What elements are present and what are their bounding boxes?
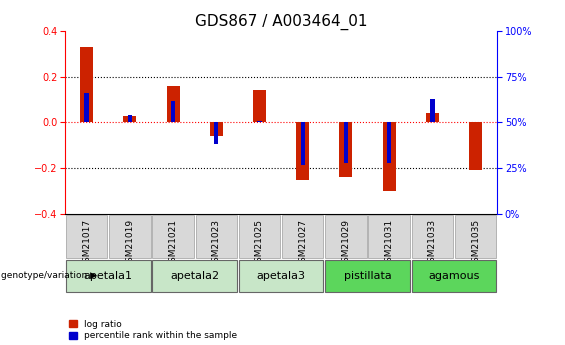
- Bar: [426, 113, 439, 122]
- Bar: [430, 99, 434, 122]
- Bar: [214, 122, 219, 145]
- Text: GSM21021: GSM21021: [168, 219, 177, 268]
- Bar: [80, 47, 93, 122]
- Bar: [123, 116, 136, 122]
- FancyBboxPatch shape: [412, 215, 453, 258]
- Bar: [171, 100, 175, 122]
- FancyBboxPatch shape: [153, 215, 194, 258]
- Text: apetala3: apetala3: [257, 271, 306, 281]
- FancyBboxPatch shape: [282, 215, 323, 258]
- Bar: [383, 122, 396, 191]
- Text: genotype/variation ▶: genotype/variation ▶: [1, 272, 97, 280]
- Text: GSM21029: GSM21029: [341, 219, 350, 268]
- Text: GSM21031: GSM21031: [385, 219, 394, 268]
- Text: GSM21025: GSM21025: [255, 219, 264, 268]
- FancyBboxPatch shape: [368, 215, 410, 258]
- Bar: [387, 122, 392, 163]
- Bar: [301, 122, 305, 165]
- FancyBboxPatch shape: [455, 215, 496, 258]
- Bar: [296, 122, 309, 180]
- FancyBboxPatch shape: [239, 260, 323, 292]
- Legend: log ratio, percentile rank within the sample: log ratio, percentile rank within the sa…: [69, 320, 237, 341]
- Bar: [340, 122, 353, 177]
- FancyBboxPatch shape: [66, 215, 107, 258]
- Text: agamous: agamous: [428, 271, 480, 281]
- FancyBboxPatch shape: [66, 260, 150, 292]
- Text: apetala1: apetala1: [84, 271, 133, 281]
- Bar: [167, 86, 180, 122]
- FancyBboxPatch shape: [325, 260, 410, 292]
- Bar: [257, 121, 262, 122]
- Text: GSM21033: GSM21033: [428, 219, 437, 268]
- Bar: [253, 90, 266, 122]
- Text: GSM21035: GSM21035: [471, 219, 480, 268]
- FancyBboxPatch shape: [239, 215, 280, 258]
- Text: GSM21019: GSM21019: [125, 219, 134, 268]
- Bar: [469, 122, 482, 170]
- FancyBboxPatch shape: [325, 215, 367, 258]
- Bar: [344, 122, 348, 163]
- Text: pistillata: pistillata: [344, 271, 392, 281]
- Bar: [84, 93, 89, 122]
- Bar: [128, 115, 132, 122]
- Bar: [210, 122, 223, 136]
- Title: GDS867 / A003464_01: GDS867 / A003464_01: [195, 13, 367, 30]
- FancyBboxPatch shape: [195, 215, 237, 258]
- Text: apetala2: apetala2: [170, 271, 219, 281]
- FancyBboxPatch shape: [153, 260, 237, 292]
- Text: GSM21023: GSM21023: [212, 219, 221, 268]
- FancyBboxPatch shape: [412, 260, 496, 292]
- Text: GSM21027: GSM21027: [298, 219, 307, 268]
- FancyBboxPatch shape: [109, 215, 150, 258]
- Text: GSM21017: GSM21017: [82, 219, 91, 268]
